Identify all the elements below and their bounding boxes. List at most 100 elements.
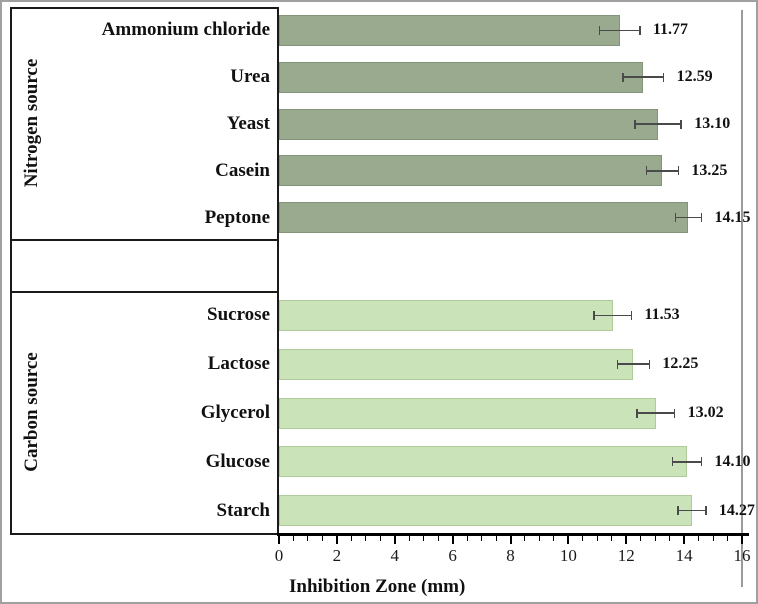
bar — [279, 495, 692, 527]
error-bar-cap-left — [674, 213, 677, 223]
x-minor-tick — [582, 536, 584, 541]
x-major-tick — [625, 536, 628, 544]
error-bar-line — [617, 363, 650, 365]
error-bar-cap-right — [662, 72, 665, 82]
x-minor-tick — [640, 536, 642, 541]
x-tick-label: 6 — [448, 546, 457, 565]
error-bar-line — [593, 314, 632, 317]
error-bar-cap-right — [639, 25, 641, 35]
x-minor-tick — [596, 536, 598, 541]
error-bar-cap-right — [700, 457, 703, 467]
x-tick-label: 14 — [675, 546, 693, 565]
error-bar-line — [634, 123, 682, 125]
error-bar-line — [646, 170, 679, 172]
category-label: Starch — [216, 499, 270, 521]
error-bar-cap-left — [636, 408, 638, 418]
error-bar-cap-left — [671, 457, 674, 467]
x-minor-tick — [495, 536, 497, 541]
category-label: Casein — [215, 159, 270, 181]
x-minor-tick — [712, 536, 714, 541]
error-bar-cap-left — [634, 119, 636, 129]
error-bar-cap-right — [630, 310, 633, 320]
x-minor-tick — [466, 536, 468, 541]
error-bar-cap-right — [680, 119, 682, 129]
x-major-tick — [509, 536, 512, 544]
x-minor-tick — [538, 536, 540, 541]
bar — [279, 14, 620, 46]
x-minor-tick — [611, 536, 613, 541]
error-bar-cap-left — [593, 310, 595, 320]
x-minor-tick — [727, 536, 729, 541]
x-major-tick — [393, 536, 396, 544]
x-major-tick — [278, 536, 280, 544]
error-bar-cap-right — [677, 166, 680, 176]
value-label: 11.77 — [652, 21, 688, 39]
bar — [279, 299, 613, 331]
error-bar-cap-left — [616, 359, 619, 369]
value-label: 13.02 — [687, 404, 724, 421]
x-minor-tick — [408, 536, 410, 541]
value-label: 14.27 — [718, 501, 755, 519]
error-bar-line — [672, 461, 702, 463]
x-minor-tick — [698, 536, 700, 541]
x-minor-tick — [654, 536, 656, 541]
x-minor-tick — [307, 536, 309, 541]
error-bar-cap-left — [677, 506, 679, 516]
category-label: Lactose — [207, 353, 270, 375]
value-label: 13.25 — [691, 161, 728, 179]
value-label: 14.10 — [714, 452, 751, 470]
category-label: Glycerol — [200, 402, 270, 423]
x-tick-label: 8 — [506, 546, 515, 565]
value-label: 11.53 — [644, 306, 680, 324]
x-major-tick — [335, 536, 338, 544]
empty-separator-box — [10, 239, 279, 293]
x-tick-label: 10 — [559, 546, 577, 565]
value-label: 13.10 — [694, 115, 731, 132]
x-minor-tick — [669, 536, 671, 541]
bar — [279, 155, 663, 187]
x-tick-label: 2 — [332, 546, 342, 565]
bar — [279, 446, 688, 478]
error-bar-line — [678, 509, 706, 512]
plot-right-border — [741, 10, 743, 587]
error-bar-line — [675, 216, 702, 219]
category-label: Sucrose — [207, 304, 270, 326]
error-bar-cap-right — [673, 408, 676, 418]
carbon-source-group-box — [10, 291, 279, 535]
x-tick-label: 0 — [274, 546, 284, 565]
x-minor-tick — [350, 536, 352, 541]
error-bar-cap-right — [648, 359, 651, 369]
value-label: 12.59 — [676, 68, 713, 86]
category-label: Urea — [230, 66, 270, 88]
x-major-tick — [683, 536, 686, 544]
bar — [279, 61, 644, 93]
x-major-tick — [451, 536, 454, 544]
x-minor-tick — [524, 536, 526, 541]
x-major-tick — [567, 536, 570, 544]
x-minor-tick — [365, 536, 367, 541]
nitrogen-source-group-box — [10, 7, 279, 241]
x-major-tick — [741, 536, 743, 544]
bar — [279, 397, 656, 429]
bar — [279, 108, 659, 140]
x-tick-label: 4 — [390, 546, 400, 565]
error-bar-line — [599, 29, 640, 32]
x-minor-tick — [437, 536, 439, 541]
value-label: 14.15 — [714, 208, 751, 226]
x-minor-tick — [423, 536, 425, 541]
x-minor-tick — [481, 536, 483, 541]
bar — [279, 202, 689, 234]
x-minor-tick — [292, 536, 294, 541]
x-axis-line — [277, 533, 749, 536]
error-bar-cap-left — [645, 166, 648, 176]
error-bar-cap-right — [705, 506, 707, 516]
error-bar-cap-left — [598, 25, 601, 35]
x-minor-tick — [321, 536, 323, 541]
x-tick-label: 12 — [617, 546, 635, 565]
x-minor-tick — [553, 536, 555, 541]
error-bar-line — [623, 76, 664, 78]
error-bar-cap-right — [700, 213, 703, 223]
error-bar-line — [636, 412, 675, 414]
category-label: Ammonium chloride — [101, 19, 270, 41]
